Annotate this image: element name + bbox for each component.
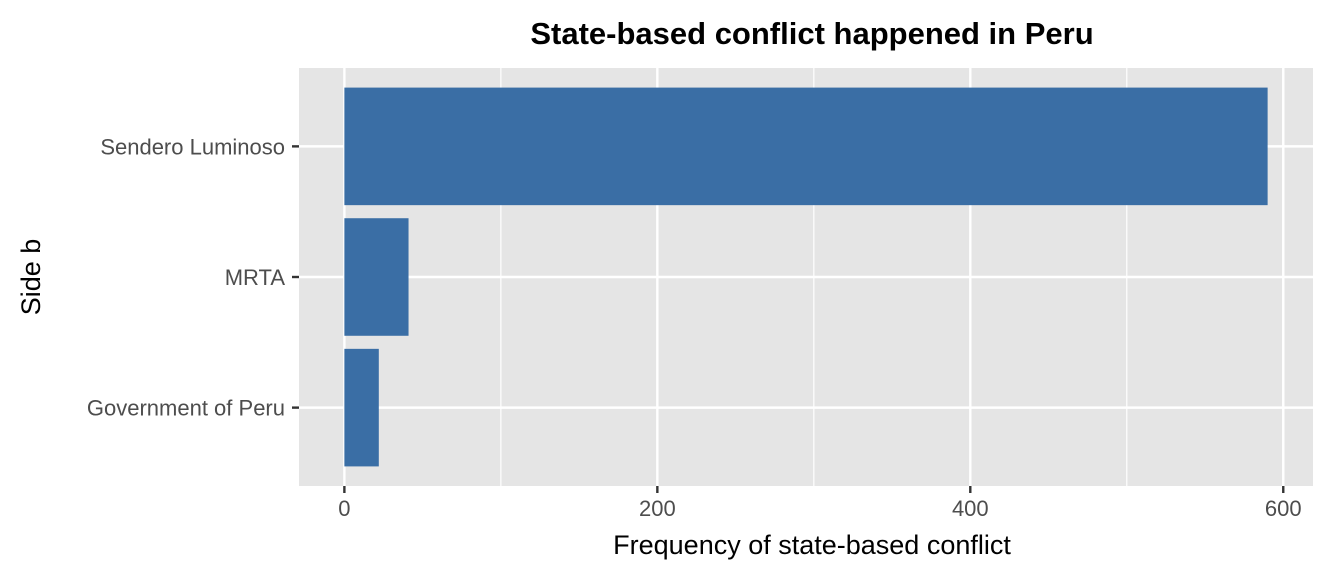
y-tick-label: Sendero Luminoso: [100, 134, 285, 159]
y-tick-label: Government of Peru: [87, 396, 285, 421]
x-tick-label: 200: [639, 496, 676, 521]
x-tick-label: 400: [952, 496, 989, 521]
x-tick-label: 600: [1265, 496, 1302, 521]
chart-title: State-based conflict happened in Peru: [530, 16, 1093, 51]
bar-government-of-peru: [344, 348, 379, 467]
axes: Government of Peru MRTA Sendero Luminoso 0 2…: [87, 134, 1302, 521]
y-tick-label: MRTA: [225, 265, 286, 290]
bars: [344, 87, 1268, 467]
x-axis-label: Frequency of state-based conflict: [613, 530, 1011, 560]
x-tick-label: 0: [338, 496, 350, 521]
bar-mrta: [344, 218, 409, 336]
bar-sendero-luminoso: [344, 87, 1268, 206]
y-axis-label: Side b: [16, 239, 46, 316]
